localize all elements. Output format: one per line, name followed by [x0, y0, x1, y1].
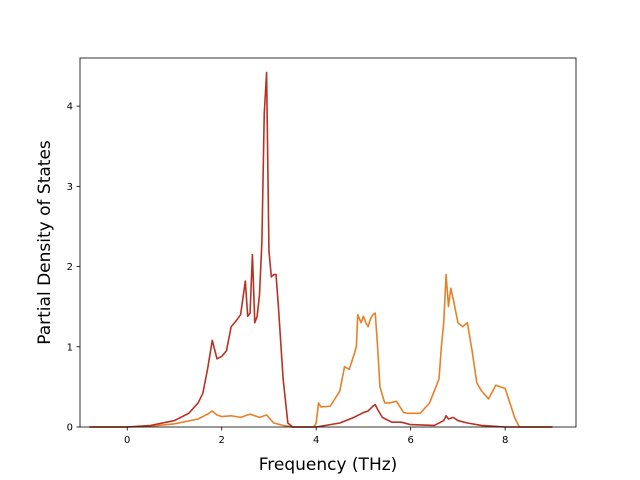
x-axis-ticks: 0 2 4 6 8: [124, 427, 508, 446]
y-tick-label: 1: [67, 342, 73, 353]
series-line-1: [89, 273, 553, 428]
y-axis-label: Partial Density of States: [35, 140, 55, 345]
x-tick-label: 8: [502, 435, 508, 446]
y-tick-label: 3: [67, 182, 73, 193]
y-axis-ticks: 0 1 2 3 4: [67, 102, 80, 434]
x-tick-label: 4: [313, 435, 319, 446]
x-axis-label: Frequency (THz): [259, 455, 398, 475]
x-tick-label: 2: [219, 435, 225, 446]
x-tick-label: 6: [407, 435, 413, 446]
x-tick-label: 0: [124, 435, 130, 446]
series-line-2: [89, 71, 553, 428]
axes-frame: [79, 57, 577, 428]
y-tick-label: 2: [67, 262, 73, 273]
plot-area: [89, 71, 553, 428]
y-tick-label: 4: [67, 102, 73, 113]
y-tick-label: 0: [67, 423, 73, 434]
